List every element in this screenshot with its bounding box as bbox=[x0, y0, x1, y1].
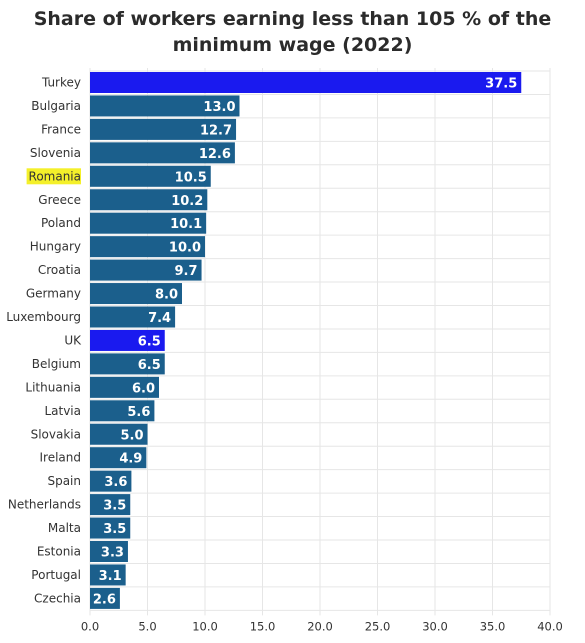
data-label: 12.6 bbox=[199, 147, 231, 162]
data-label: 10.2 bbox=[171, 194, 203, 209]
bar bbox=[90, 118, 237, 140]
data-label: 3.3 bbox=[101, 546, 124, 561]
x-tick-label: 0.0 bbox=[81, 619, 99, 633]
bar bbox=[90, 283, 182, 305]
data-label: 9.7 bbox=[175, 264, 198, 279]
data-label: 37.5 bbox=[485, 77, 517, 92]
category-label: Slovakia bbox=[31, 427, 81, 441]
category-label: Lithuania bbox=[25, 380, 81, 394]
bar bbox=[90, 517, 131, 539]
x-tick-label: 10.0 bbox=[192, 619, 218, 633]
bar bbox=[90, 353, 165, 375]
category-label: Poland bbox=[41, 216, 81, 230]
chart-title-line-1: Share of workers earning less than 105 %… bbox=[33, 8, 552, 30]
data-label: 4.9 bbox=[119, 452, 142, 467]
x-tick-label: 30.0 bbox=[422, 619, 448, 633]
bar bbox=[90, 95, 240, 117]
data-label: 12.7 bbox=[200, 123, 232, 138]
x-tick-label: 20.0 bbox=[307, 619, 333, 633]
bar bbox=[90, 165, 211, 187]
bars: 37.5 13.0 12.7 12.6 10.5 10.2 10.1 10.0 9.7 8.0 7.… bbox=[90, 72, 522, 609]
data-label: 10.5 bbox=[175, 170, 207, 185]
x-tick-label: 25.0 bbox=[365, 619, 391, 633]
x-tick-label: 35.0 bbox=[480, 619, 506, 633]
category-label: Estonia bbox=[37, 545, 81, 559]
data-label: 6.5 bbox=[138, 334, 161, 349]
data-label: 3.5 bbox=[103, 522, 126, 537]
bar bbox=[90, 189, 208, 211]
data-label: 5.6 bbox=[127, 405, 150, 420]
bar bbox=[90, 400, 155, 422]
bar bbox=[90, 494, 131, 516]
x-tick-label: 5.0 bbox=[138, 619, 156, 633]
category-label: UK bbox=[64, 333, 82, 347]
bar bbox=[90, 306, 176, 328]
category-label: Croatia bbox=[38, 263, 81, 277]
data-label: 10.1 bbox=[170, 217, 202, 232]
bar bbox=[90, 72, 522, 93]
x-tick-label: 15.0 bbox=[250, 619, 276, 633]
data-label: 5.0 bbox=[120, 428, 143, 443]
category-label: France bbox=[41, 122, 81, 136]
x-axis-ticks: 0.0 5.0 10.0 15.0 20.0 25.0 30.0 35.0 40.0 bbox=[81, 619, 563, 633]
category-label: Slovenia bbox=[30, 146, 81, 160]
category-label: Portugal bbox=[31, 568, 81, 582]
category-label: Ireland bbox=[39, 451, 81, 465]
category-label: Belgium bbox=[32, 357, 81, 371]
data-label: 2.6 bbox=[93, 592, 116, 607]
category-label: Greece bbox=[38, 193, 81, 207]
data-label: 6.0 bbox=[132, 381, 155, 396]
bar bbox=[90, 587, 120, 609]
category-label: Latvia bbox=[44, 404, 81, 418]
data-label: 13.0 bbox=[203, 100, 235, 115]
bar bbox=[90, 259, 202, 281]
bar bbox=[90, 470, 132, 492]
chart-title-line-2: minimum wage (2022) bbox=[172, 34, 413, 56]
category-label: Netherlands bbox=[8, 498, 81, 512]
data-label: 10.0 bbox=[169, 241, 201, 256]
bar bbox=[90, 236, 205, 258]
data-label: 8.0 bbox=[155, 288, 178, 303]
bar bbox=[90, 329, 165, 351]
category-label: Bulgaria bbox=[31, 99, 81, 113]
data-label: 3.5 bbox=[103, 499, 126, 514]
data-label: 6.5 bbox=[138, 358, 161, 373]
bar bbox=[90, 142, 235, 164]
category-label: Hungary bbox=[30, 240, 81, 254]
category-label: Czechia bbox=[34, 591, 81, 605]
category-label: Malta bbox=[48, 521, 81, 535]
gridlines bbox=[89, 68, 551, 616]
bar bbox=[90, 423, 148, 445]
chart-title: Share of workers earning less than 105 %… bbox=[0, 6, 585, 58]
x-tick-label: 40.0 bbox=[537, 619, 563, 633]
bar bbox=[90, 564, 126, 586]
category-label: Spain bbox=[47, 474, 81, 488]
category-label: Luxembourg bbox=[6, 310, 81, 324]
bar bbox=[90, 212, 207, 234]
bar bbox=[90, 447, 147, 469]
data-label: 3.6 bbox=[104, 475, 127, 490]
data-label: 3.1 bbox=[99, 569, 122, 584]
category-highlight bbox=[26, 168, 82, 185]
category-label: Turkey bbox=[41, 76, 81, 90]
category-labels: Turkey Bulgaria France Slovenia Romania Greec… bbox=[6, 76, 82, 606]
category-label: Romania bbox=[29, 169, 81, 183]
category-label: Germany bbox=[26, 287, 81, 301]
bar bbox=[90, 376, 159, 398]
bar bbox=[90, 541, 128, 562]
data-label: 7.4 bbox=[148, 311, 171, 326]
